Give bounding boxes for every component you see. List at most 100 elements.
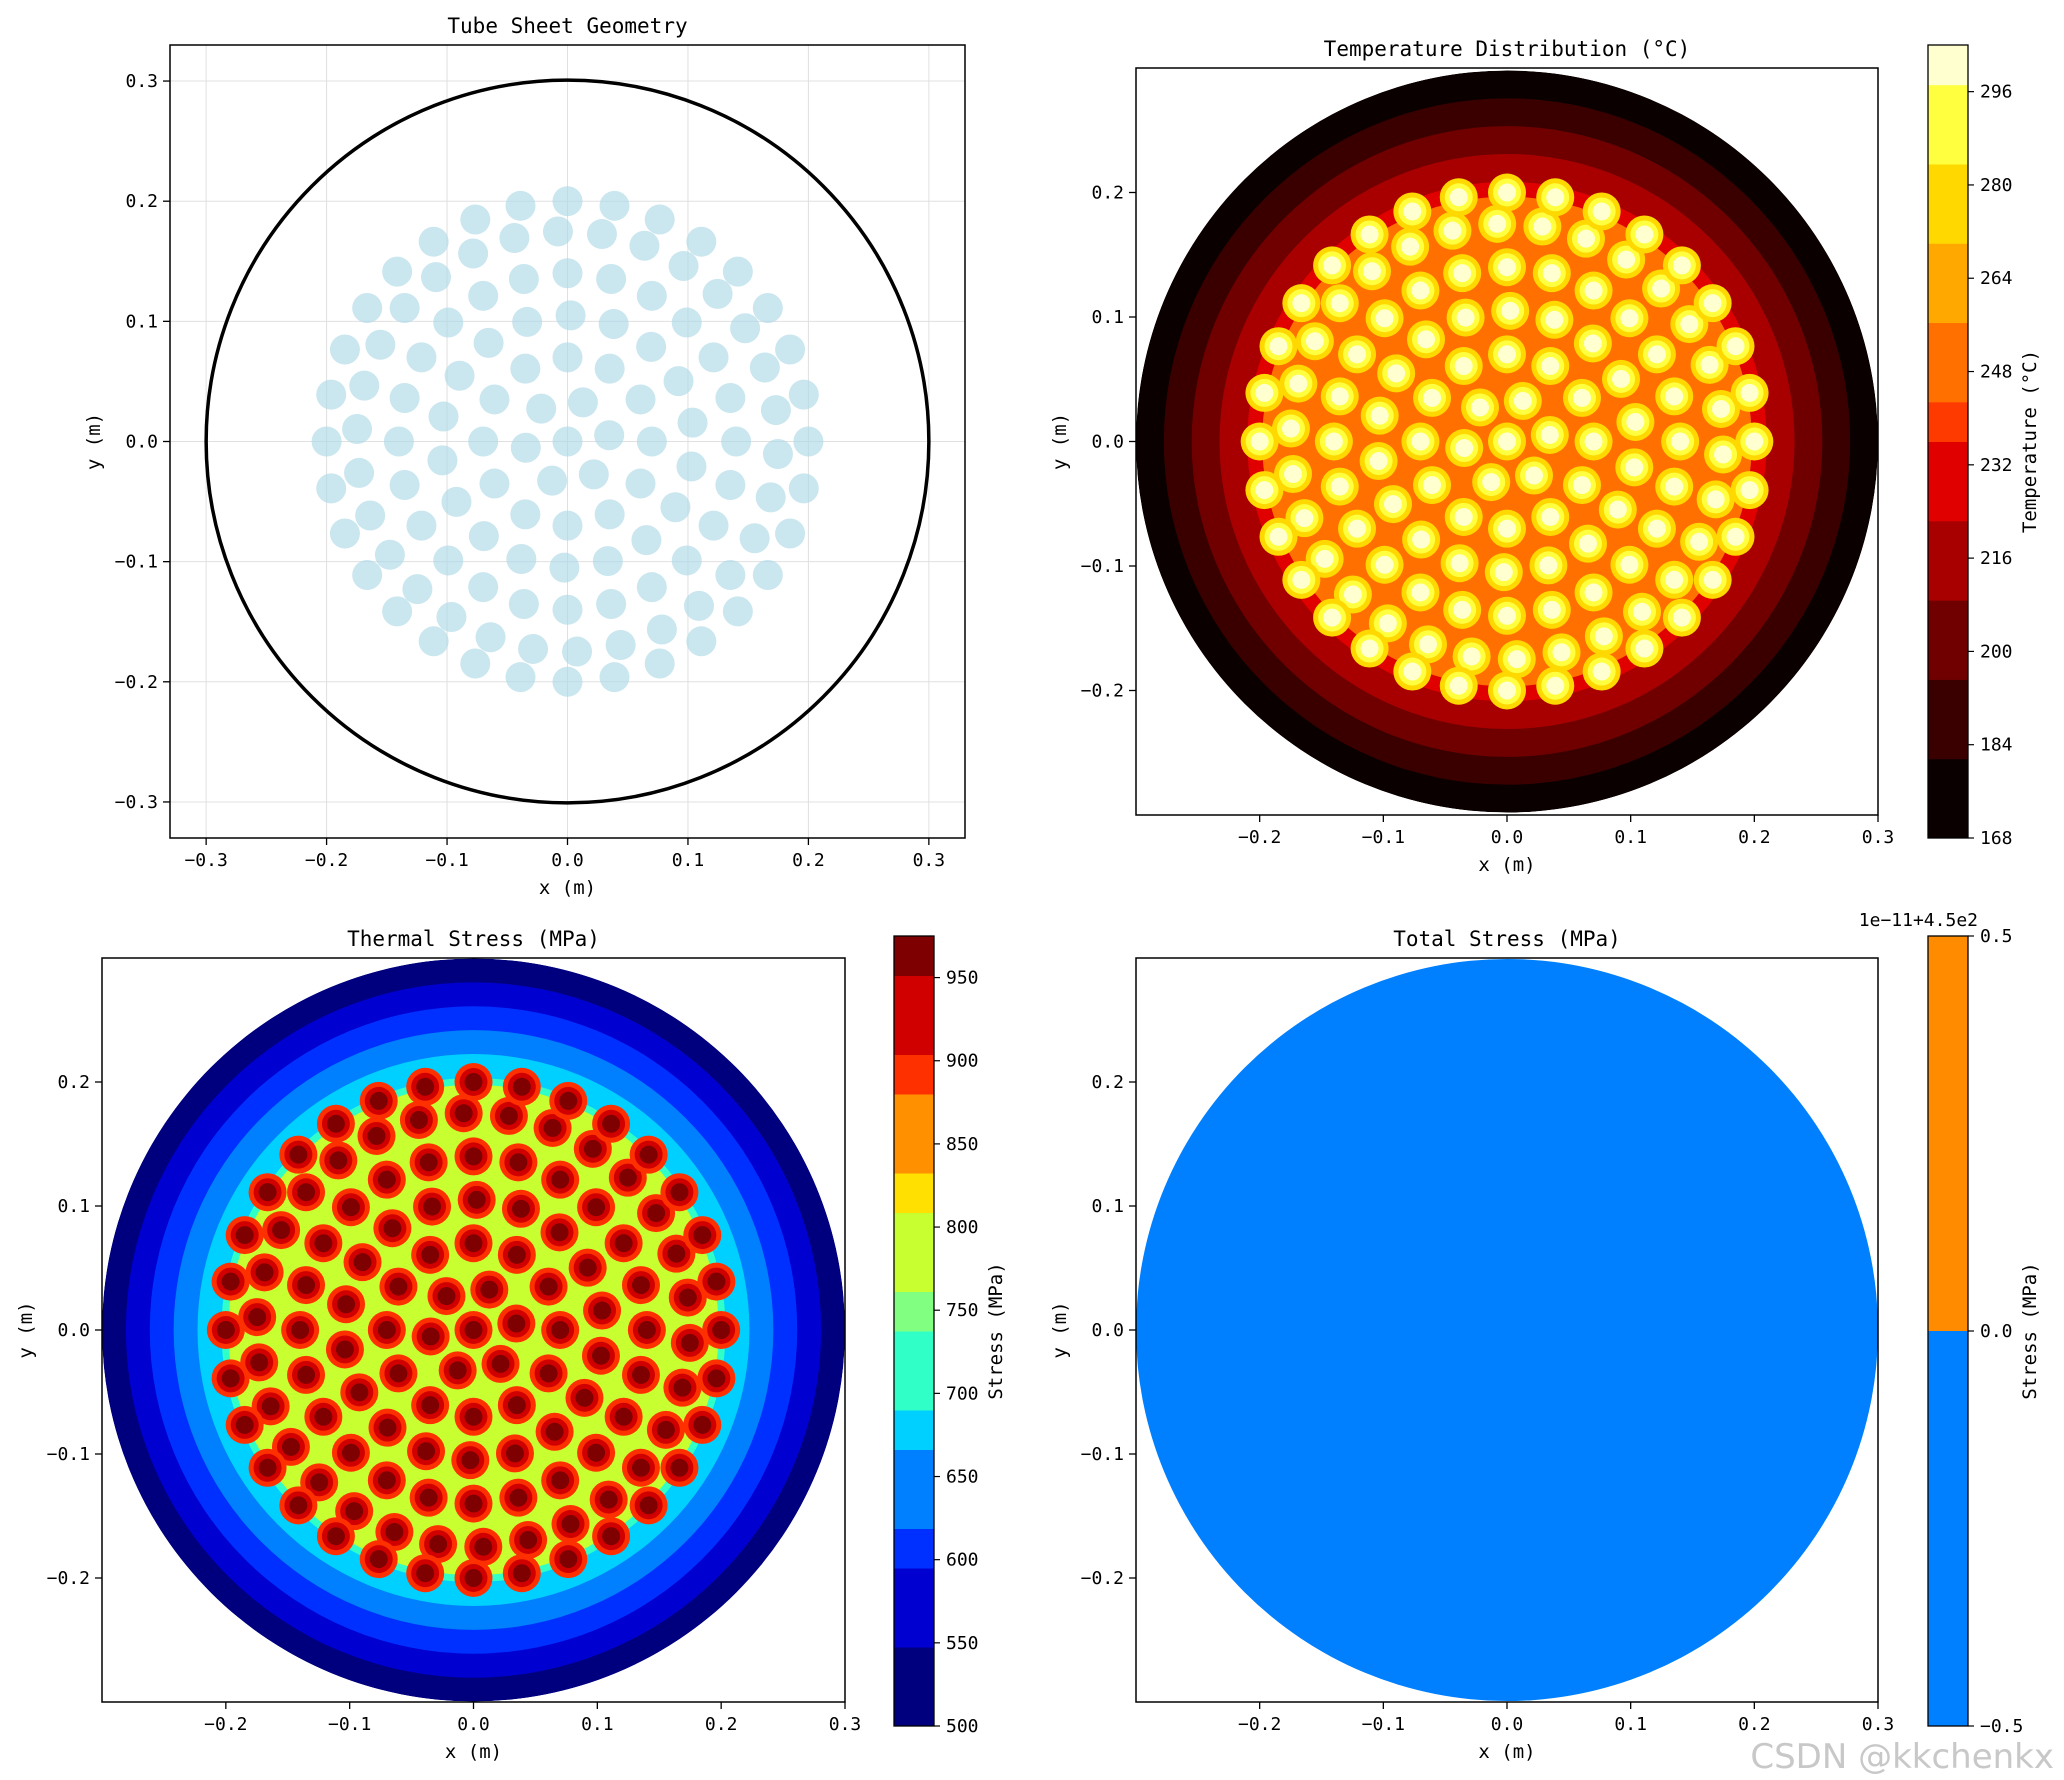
colorbar-band — [1928, 124, 1968, 165]
colorbar-band — [894, 1291, 934, 1332]
y-tick-label: −0.1 — [1081, 1444, 1124, 1465]
hot-spot — [712, 1321, 731, 1339]
hot-spot — [250, 1353, 269, 1372]
hot-spot — [289, 1145, 308, 1164]
tube-marker — [402, 574, 433, 605]
hot-spot — [1375, 555, 1394, 574]
colorbar-band — [1928, 1331, 1968, 1726]
x-tick-label: −0.2 — [204, 1714, 247, 1735]
tube-marker — [552, 426, 583, 457]
hot-spot — [419, 1153, 438, 1172]
x-tick-label: 0.3 — [1862, 827, 1895, 848]
hot-spot — [599, 1490, 618, 1509]
hot-spot — [467, 1190, 486, 1209]
hot-spot — [1498, 183, 1516, 202]
x-tick-label: −0.2 — [305, 850, 348, 871]
hot-spot — [1617, 250, 1636, 269]
tube-marker — [567, 387, 598, 418]
tube-marker — [508, 588, 539, 619]
hot-spot — [512, 1564, 531, 1583]
hot-spot — [1456, 308, 1475, 327]
tube-marker — [625, 468, 656, 499]
tube-marker — [605, 629, 636, 660]
hot-spot — [1423, 476, 1442, 495]
hot-spot — [1416, 330, 1435, 349]
hot-spot — [670, 1458, 689, 1477]
hot-spot — [507, 1245, 526, 1264]
hot-spot — [1449, 188, 1468, 207]
colorbar-band — [1928, 441, 1968, 482]
x-tick-label: 0.1 — [672, 850, 705, 871]
tube-marker — [683, 590, 714, 621]
panel-3: −0.2 −0.1 0.0 0.1 0.2 0.3 −0.2 −0.1 0.0 0.1 0.2 Tot… — [1049, 910, 2041, 1763]
hot-spot — [480, 1280, 499, 1299]
hot-spot — [1449, 676, 1468, 695]
tube-marker — [663, 366, 694, 397]
hot-spot — [507, 1314, 526, 1333]
tube-marker — [526, 393, 557, 424]
hot-spot — [639, 1145, 658, 1164]
colorbar-band — [894, 1133, 934, 1174]
colorbar-band — [1928, 322, 1968, 363]
hot-spot — [1498, 432, 1516, 451]
tube-marker — [389, 293, 420, 324]
tube-marker — [382, 256, 413, 287]
hot-spot — [593, 1301, 612, 1320]
y-tick-label: 0.2 — [57, 1072, 90, 1093]
colorbar-band — [1928, 560, 1968, 601]
hot-spot — [416, 1077, 435, 1096]
hot-spot — [1498, 681, 1516, 700]
x-tick-label: 0.1 — [581, 1714, 614, 1735]
hot-spot — [248, 1308, 267, 1327]
hot-spot — [448, 1361, 467, 1380]
tube-marker — [473, 327, 504, 358]
hot-spot — [1281, 419, 1300, 438]
colorbar-band — [1928, 282, 1968, 324]
colorbar-band — [1928, 84, 1968, 125]
hot-spot — [509, 1488, 528, 1507]
tube-marker — [677, 407, 708, 438]
hot-spot — [1343, 585, 1362, 604]
colorbar-offset: 1e−11+4.5e2 — [1859, 910, 1978, 931]
hot-spot — [1462, 647, 1481, 666]
hot-spot — [1498, 606, 1516, 625]
hot-spot — [1541, 357, 1560, 376]
colorbar-frame — [893, 935, 935, 1727]
hot-spot — [1498, 345, 1516, 364]
tube-marker — [578, 459, 609, 490]
colorbar-tick-label: 184 — [1980, 735, 2013, 756]
tube-marker — [433, 307, 464, 338]
hot-spot — [416, 1564, 435, 1583]
hot-spot — [221, 1272, 240, 1291]
hot-spot — [464, 1494, 483, 1513]
tube-marker — [510, 432, 541, 463]
tube-marker — [596, 588, 627, 619]
hot-spot — [1612, 369, 1631, 388]
hot-spot — [258, 1458, 277, 1477]
colorbar-tick-label: 200 — [1980, 641, 2013, 662]
hot-spot — [1584, 281, 1603, 300]
chart-title: Tube Sheet Geometry — [447, 14, 687, 38]
x-tick-label: 0.2 — [1738, 1714, 1771, 1735]
y-axis-label: y (m) — [83, 413, 105, 470]
hot-spot — [369, 1091, 388, 1110]
tube-marker — [552, 666, 583, 697]
hot-spot — [631, 1276, 650, 1295]
colorbar-tick-label: 216 — [1980, 548, 2013, 569]
hot-spot — [1572, 476, 1591, 495]
colorbar-band — [894, 1528, 934, 1569]
hot-spot — [1378, 614, 1397, 633]
hot-spot — [1584, 432, 1603, 451]
tube-marker — [752, 560, 783, 591]
hot-spot — [1411, 432, 1430, 451]
tube-marker — [660, 492, 691, 523]
hot-spot — [474, 1537, 493, 1556]
hot-spot — [1583, 334, 1602, 353]
y-tick-label: 0.2 — [1091, 1072, 1124, 1093]
tube-marker — [788, 473, 819, 504]
hot-spot — [545, 1422, 564, 1441]
hot-spot — [539, 1277, 558, 1296]
colorbar-band — [894, 936, 934, 976]
tube-marker — [636, 572, 667, 603]
tube-marker — [775, 518, 806, 549]
